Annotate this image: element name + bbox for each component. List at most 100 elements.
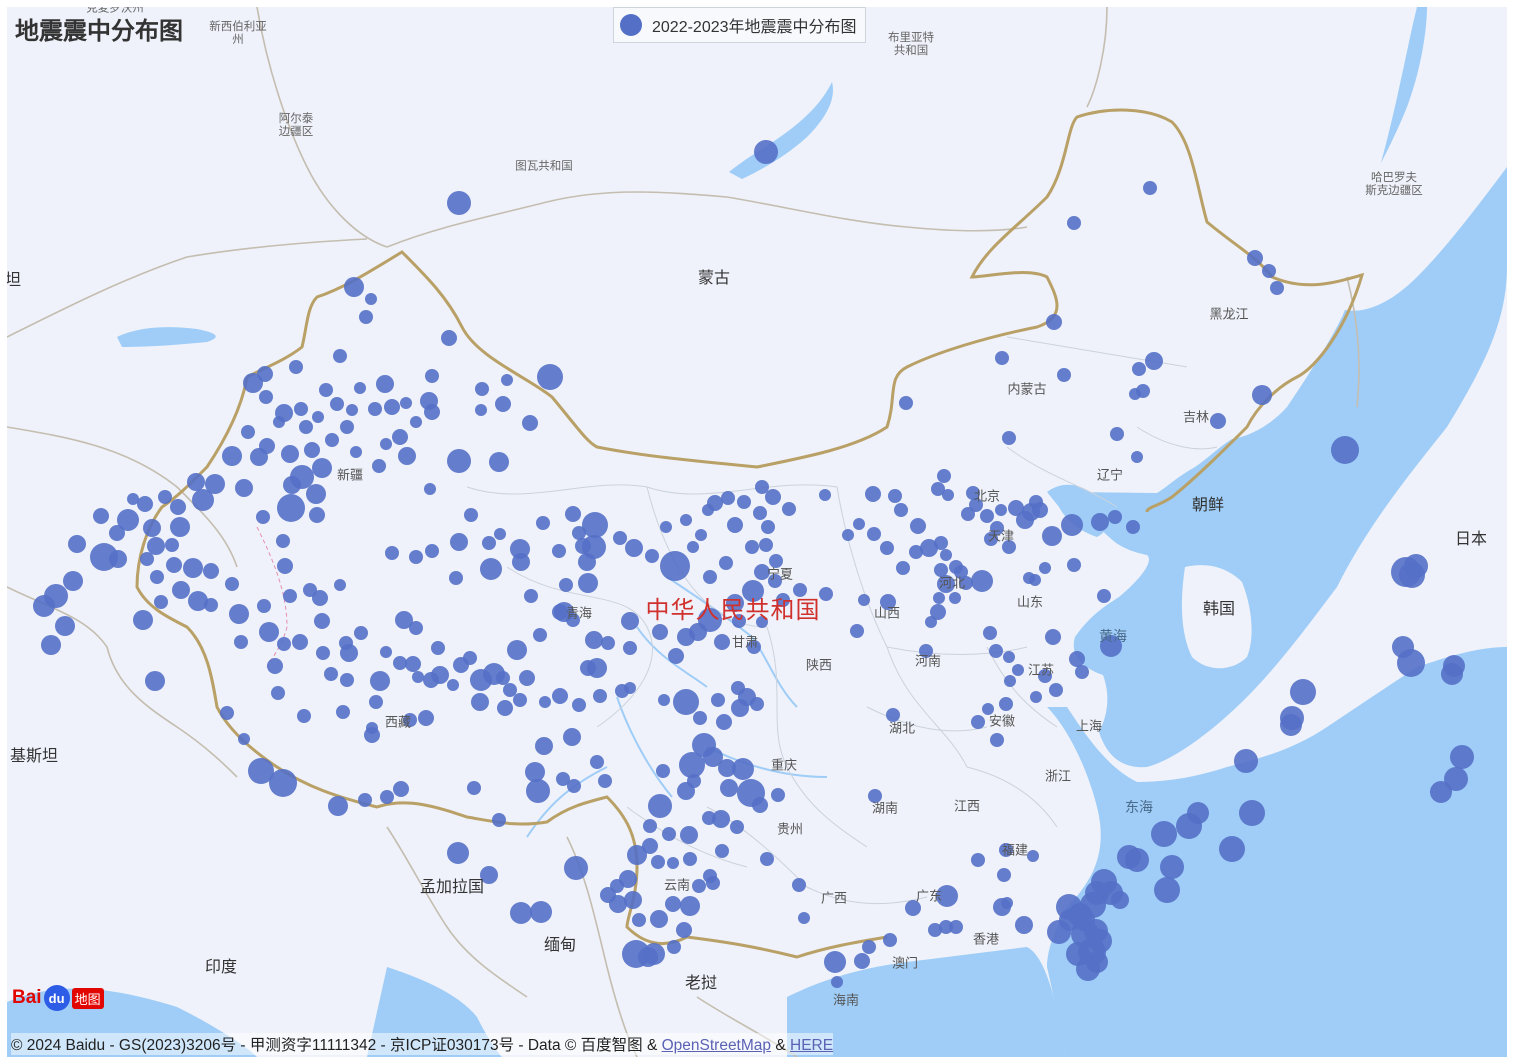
epicenter-point[interactable] [1002, 431, 1016, 445]
epicenter-point[interactable] [137, 496, 153, 512]
epicenter-point[interactable] [831, 976, 843, 988]
epicenter-point[interactable] [366, 722, 378, 734]
epicenter-point[interactable] [503, 683, 517, 697]
epicenter-point[interactable] [1280, 714, 1302, 736]
epicenter-point[interactable] [238, 733, 250, 745]
epicenter-point[interactable] [463, 651, 477, 665]
epicenter-point[interactable] [277, 637, 291, 651]
epicenter-point[interactable] [971, 570, 993, 592]
epicenter-point[interactable] [333, 349, 347, 363]
epicenter-point[interactable] [513, 693, 527, 707]
epicenter-point[interactable] [447, 191, 471, 215]
epicenter-point[interactable] [1129, 388, 1141, 400]
epicenter-point[interactable] [552, 688, 568, 704]
epicenter-point[interactable] [358, 793, 372, 807]
epicenter-point[interactable] [334, 579, 346, 591]
epicenter-point[interactable] [1132, 362, 1146, 376]
epicenter-point[interactable] [716, 714, 732, 730]
epicenter-point[interactable] [769, 554, 783, 568]
epicenter-point[interactable] [494, 528, 506, 540]
epicenter-point[interactable] [853, 518, 865, 530]
epicenter-point[interactable] [536, 516, 550, 530]
epicenter-point[interactable] [325, 433, 339, 447]
epicenter-point[interactable] [359, 310, 373, 324]
epicenter-point[interactable] [1131, 451, 1143, 463]
epicenter-point[interactable] [667, 857, 679, 869]
epicenter-point[interactable] [756, 616, 768, 628]
epicenter-point[interactable] [650, 910, 668, 928]
epicenter-point[interactable] [354, 382, 366, 394]
epicenter-point[interactable] [188, 591, 208, 611]
epicenter-point[interactable] [1067, 216, 1081, 230]
epicenter-point[interactable] [683, 852, 697, 866]
epicenter-point[interactable] [204, 598, 218, 612]
epicenter-point[interactable] [220, 706, 234, 720]
epicenter-point[interactable] [306, 484, 326, 504]
epicenter-point[interactable] [798, 912, 810, 924]
epicenter-point[interactable] [1057, 368, 1071, 382]
epicenter-point[interactable] [1049, 683, 1063, 697]
epicenter-point[interactable] [793, 583, 807, 597]
epicenter-point[interactable] [883, 933, 897, 947]
epicenter-point[interactable] [934, 563, 948, 577]
epicenter-point[interactable] [919, 644, 933, 658]
epicenter-point[interactable] [166, 557, 182, 573]
epicenter-point[interactable] [949, 592, 961, 604]
epicenter-point[interactable] [745, 540, 759, 554]
epicenter-point[interactable] [925, 616, 937, 628]
epicenter-point[interactable] [447, 679, 459, 691]
epicenter-point[interactable] [133, 610, 153, 630]
epicenter-point[interactable] [993, 898, 1011, 916]
epicenter-point[interactable] [1430, 781, 1452, 803]
epicenter-point[interactable] [304, 442, 320, 458]
epicenter-point[interactable] [771, 788, 785, 802]
epicenter-point[interactable] [648, 794, 672, 818]
epicenter-point[interactable] [449, 571, 463, 585]
epicenter-point[interactable] [1003, 651, 1015, 663]
epicenter-point[interactable] [563, 728, 581, 746]
epicenter-point[interactable] [760, 852, 774, 866]
epicenter-point[interactable] [273, 416, 285, 428]
epicenter-point[interactable] [982, 703, 994, 715]
epicenter-point[interactable] [241, 425, 255, 439]
epicenter-point[interactable] [63, 571, 83, 591]
epicenter-point[interactable] [754, 564, 770, 580]
legend[interactable]: 2022-2023年地震震中分布图 [613, 7, 866, 43]
epicenter-point[interactable] [554, 602, 574, 622]
epicenter-point[interactable] [380, 438, 392, 450]
epicenter-point[interactable] [747, 640, 761, 654]
epicenter-point[interactable] [909, 545, 923, 559]
epicenter-point[interactable] [819, 489, 831, 501]
epicenter-point[interactable] [930, 604, 946, 620]
epicenter-point[interactable] [995, 351, 1009, 365]
epicenter-point[interactable] [1008, 500, 1024, 516]
epicenter-point[interactable] [651, 855, 665, 869]
epicenter-point[interactable] [753, 506, 767, 520]
epicenter-point[interactable] [297, 709, 311, 723]
epicenter-point[interactable] [719, 556, 733, 570]
epicenter-point[interactable] [33, 595, 55, 617]
epicenter-point[interactable] [737, 495, 751, 509]
epicenter-point[interactable] [467, 781, 481, 795]
epicenter-point[interactable] [1038, 669, 1052, 683]
epicenter-point[interactable] [350, 446, 362, 458]
epicenter-point[interactable] [1029, 495, 1043, 509]
epicenter-point[interactable] [627, 845, 647, 865]
epicenter-point[interactable] [1111, 891, 1129, 909]
epicenter-point[interactable] [662, 827, 676, 841]
epicenter-point[interactable] [150, 570, 164, 584]
epicenter-point[interactable] [949, 920, 963, 934]
epicenter-point[interactable] [931, 482, 945, 496]
epicenter-point[interactable] [250, 448, 268, 466]
epicenter-point[interactable] [441, 330, 457, 346]
epicenter-point[interactable] [1252, 385, 1272, 405]
epicenter-point[interactable] [656, 764, 670, 778]
epicenter-point[interactable] [868, 789, 882, 803]
epicenter-point[interactable] [340, 420, 354, 434]
epicenter-point[interactable] [319, 383, 333, 397]
epicenter-point[interactable] [336, 705, 350, 719]
epicenter-point[interactable] [1042, 526, 1062, 546]
epicenter-point[interactable] [754, 140, 778, 164]
epicenter-point[interactable] [668, 648, 684, 664]
epicenter-point[interactable] [277, 558, 293, 574]
